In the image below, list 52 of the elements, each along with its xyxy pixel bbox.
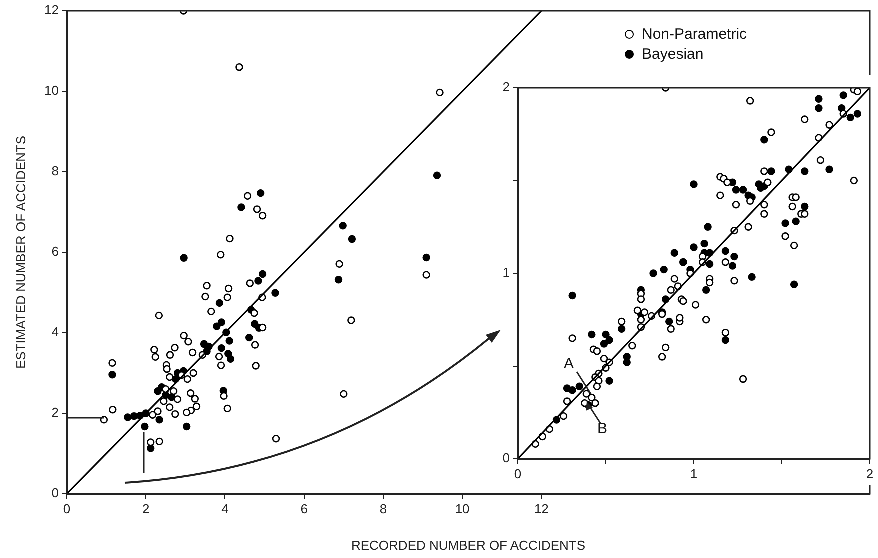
x-tick-label: 8 <box>380 501 388 516</box>
y-tick-label: 12 <box>44 2 59 18</box>
legend-label: Bayesian <box>642 46 704 63</box>
point <box>154 388 162 396</box>
point <box>256 189 265 198</box>
y-tick-label: 0 <box>52 486 59 501</box>
point <box>433 172 442 180</box>
y-tick-label: 0 <box>502 450 510 466</box>
x-tick-label: 12 <box>534 501 549 516</box>
point <box>156 416 164 424</box>
x-axis-title: RECORDED NUMBER OF ACCIDENTS <box>351 538 586 553</box>
point <box>251 320 259 328</box>
x-tick-label: 0 <box>63 501 71 516</box>
legend-label: Non-Parametric <box>642 26 748 43</box>
point <box>213 322 221 330</box>
x-tick-label: 10 <box>455 501 470 516</box>
point <box>339 222 347 230</box>
point <box>422 254 430 262</box>
y-tick-label: 1 <box>502 265 510 280</box>
point <box>246 334 254 342</box>
y-tick-label: 8 <box>52 164 59 179</box>
annotation: B <box>597 420 608 438</box>
point <box>180 254 188 262</box>
point <box>348 235 356 244</box>
point <box>124 414 132 422</box>
x-tick-label: 2 <box>866 466 874 482</box>
point <box>218 318 226 326</box>
point <box>226 355 235 364</box>
annotation: A <box>564 356 574 373</box>
x-tick-label: 6 <box>300 501 308 516</box>
x-tick-label: 2 <box>142 501 150 516</box>
x-tick-label: 0 <box>514 466 522 482</box>
point <box>334 276 343 284</box>
y-tick-label: 6 <box>52 244 59 260</box>
y-tick-label: 10 <box>44 83 59 98</box>
y-axis-title: ESTIMATED NUMBER OF ACCIDENTS <box>13 136 28 370</box>
y-tick-label: 2 <box>502 80 510 95</box>
point <box>272 289 280 297</box>
point <box>218 344 226 352</box>
point <box>147 444 155 452</box>
point <box>258 270 267 278</box>
y-tick-label: 4 <box>52 324 59 340</box>
point <box>216 299 224 308</box>
point <box>141 422 149 431</box>
point <box>183 422 191 431</box>
point <box>108 371 116 379</box>
y-tick-label: 2 <box>52 405 59 420</box>
point <box>226 337 234 345</box>
point <box>254 277 262 285</box>
point <box>238 204 246 212</box>
x-tick-label: 1 <box>690 466 698 482</box>
x-tick-label: 4 <box>222 501 229 516</box>
